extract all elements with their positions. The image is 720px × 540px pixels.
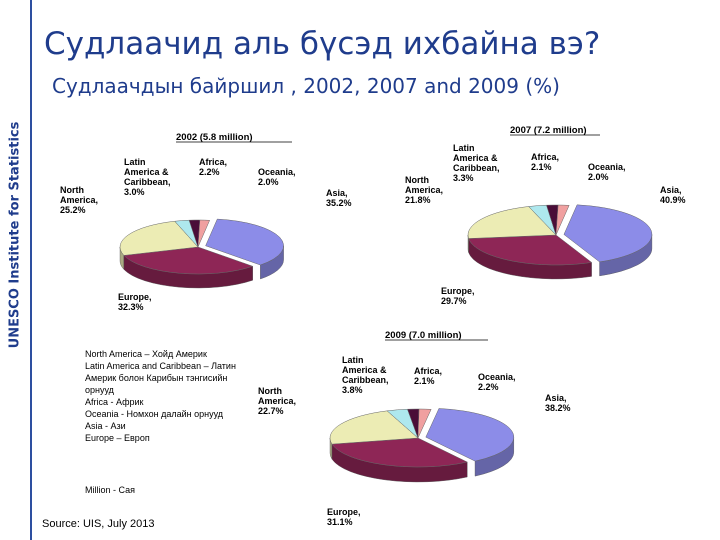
pie-slice-north-america [119,220,199,256]
pie-title: 2007 (7.2 million) [510,125,587,136]
legend-note: орнууд [85,385,114,395]
sidebar: UNESCO Institute for Statistics [0,0,30,540]
pie-label: Africa, 2.1% [531,152,559,172]
pie-label: Europe, 31.1% [327,507,361,527]
source-note: Source: UIS, July 2013 [42,518,155,530]
pie-title: 2002 (5.8 million) [176,132,253,143]
pie-label: Latin America & Caribbean, 3.0% [124,157,171,197]
pie-slice-oceania [197,219,211,248]
pie-label: Europe, 32.3% [118,292,152,312]
pie-label: Oceania, 2.0% [588,162,626,182]
pie-label: North America, 21.8% [405,175,443,205]
pie-label: Africa, 2.2% [199,157,227,177]
pie-title: 2009 (7.0 million) [385,330,462,341]
pie-label: North America, 22.7% [258,386,296,416]
pie-slice-oceania [417,408,432,439]
pie-label: Asia, 38.2% [545,393,571,413]
pie-chart-2: 2007 (7.2 million) Asia, 40.9% Europe, 29.7%… [405,125,686,306]
legend-notes: North America – Хойд Америк Latin Americ… [85,348,295,444]
pie-slice-asia [563,204,653,263]
pie-label: Oceania, 2.0% [258,167,296,187]
legend-note: Oceania - Номхон далайн орнууд [85,409,224,419]
pie-slice-asia [205,218,284,266]
pie-label: Asia, 35.2% [326,188,352,208]
pie-label: Oceania, 2.2% [478,372,516,392]
pie-label: Africa, 2.1% [414,366,442,386]
pie-label: North America, 25.2% [60,185,98,215]
pie-chart-1: 2002 (5.8 million) Asia, 35.2% Europe, 32.3%… [60,132,352,312]
pie-slice-europe [123,246,254,275]
legend-note: North America – Хойд Америк [85,349,207,359]
pie-slice-north-america [329,410,419,445]
page-subtitle: Судлаачдын байршил , 2002, 2007 and 2009… [52,74,560,98]
sidebar-divider [30,0,32,540]
pie-slice-north-america [467,206,557,239]
legend-note: Europe – Европ [85,433,150,443]
pie-label: Latin America & Caribbean, 3.3% [453,143,500,183]
pie-slice-asia [425,408,515,462]
pie-slice-oceania [555,204,570,236]
legend-note: Америк болон Карибын тэнгисийн [85,373,228,383]
pie-label: Asia, 40.9% [660,185,686,205]
legend-note: Africa - Африк [85,397,144,407]
legend-note: Asia - Ази [85,421,126,431]
pie-slice-europe [468,234,593,266]
pie-label: Latin America & Caribbean, 3.8% [342,355,389,395]
pie-label: Europe, 29.7% [441,286,475,306]
page-title: Судлаачид аль бүсэд ихбайна вэ? [44,26,601,62]
legend-note: Latin America and Caribbean – Латин [85,361,236,371]
pie-chart-3: 2009 (7.0 million) Asia, 38.2% Europe, 31.1%… [258,330,571,527]
million-note: Million - Сая [85,485,135,495]
pie-slice-europe [331,437,468,468]
